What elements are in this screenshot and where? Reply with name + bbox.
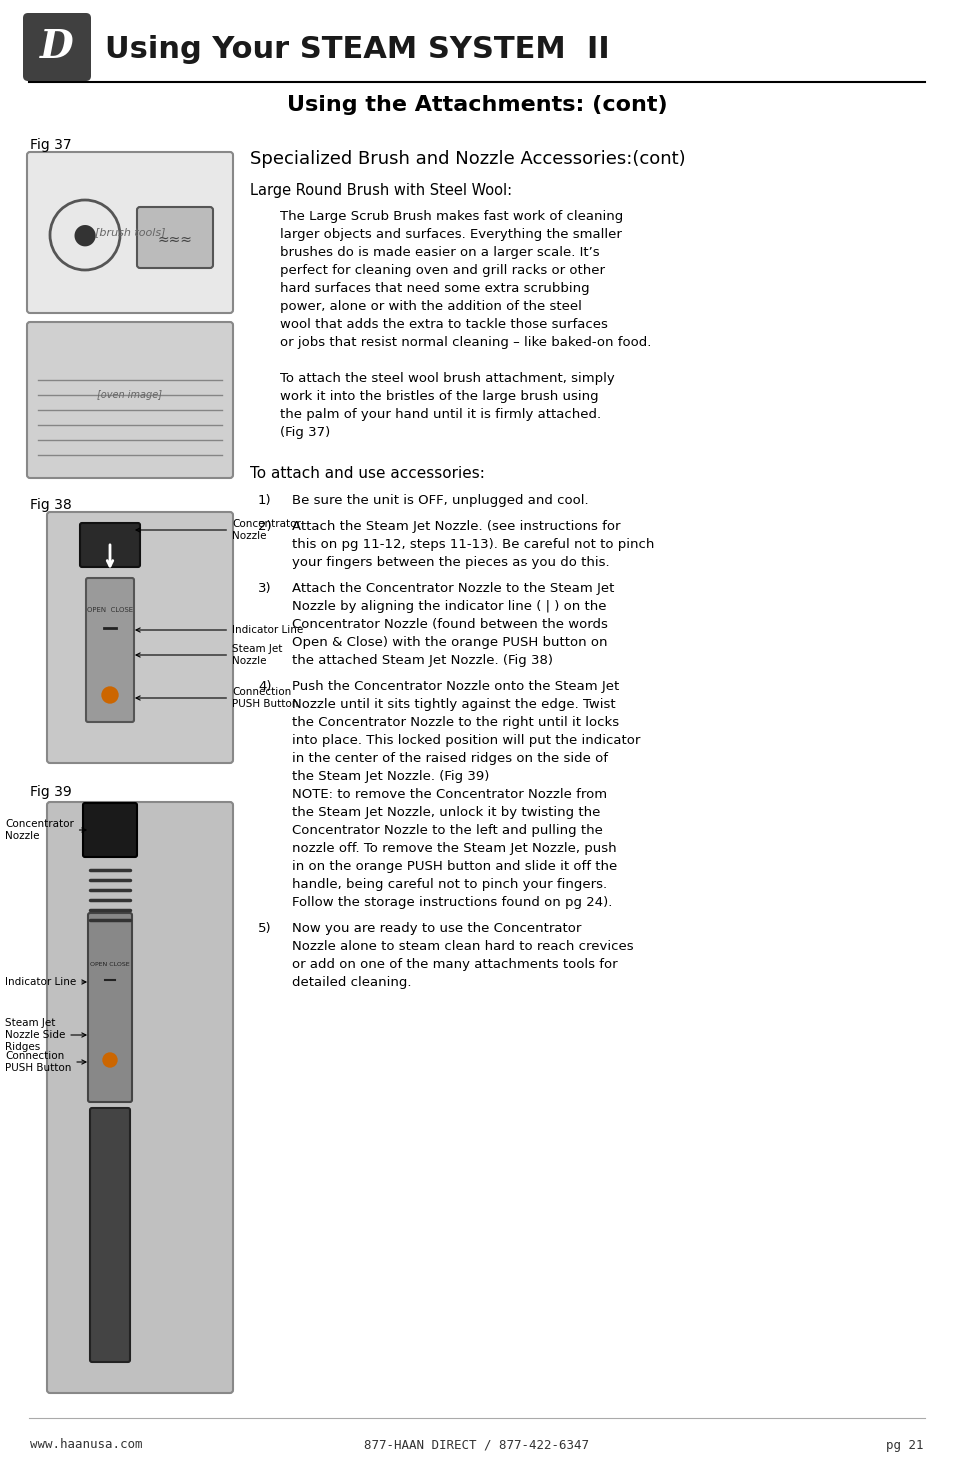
FancyBboxPatch shape [27,152,233,313]
Text: Concentrator Nozzle (found between the words: Concentrator Nozzle (found between the w… [292,618,607,631]
Text: Using the Attachments: (cont): Using the Attachments: (cont) [287,94,666,115]
Text: Follow the storage instructions found on pg 24).: Follow the storage instructions found on… [292,895,612,909]
Text: Nozzle until it sits tightly against the edge. Twist: Nozzle until it sits tightly against the… [292,698,615,711]
Text: The Large Scrub Brush makes fast work of cleaning: The Large Scrub Brush makes fast work of… [280,209,622,223]
Text: nozzle off. To remove the Steam Jet Nozzle, push: nozzle off. To remove the Steam Jet Nozz… [292,842,616,855]
Circle shape [103,1053,117,1066]
Text: Concentrator Nozzle to the left and pulling the: Concentrator Nozzle to the left and pull… [292,825,602,836]
Text: the Concentrator Nozzle to the right until it locks: the Concentrator Nozzle to the right unt… [292,715,618,729]
Text: 877-HAAN DIRECT / 877-422-6347: 877-HAAN DIRECT / 877-422-6347 [364,1438,589,1451]
Text: OPEN  CLOSE: OPEN CLOSE [87,608,132,614]
Text: Connection
PUSH Button: Connection PUSH Button [136,687,298,709]
Text: Specialized Brush and Nozzle Accessories:(cont): Specialized Brush and Nozzle Accessories… [250,150,685,168]
Text: Concentrator
Nozzle: Concentrator Nozzle [5,819,86,841]
Text: wool that adds the extra to tackle those surfaces: wool that adds the extra to tackle those… [280,319,607,330]
Text: Fig 37: Fig 37 [30,139,71,152]
FancyBboxPatch shape [27,322,233,478]
Circle shape [102,687,118,704]
Text: the Steam Jet Nozzle, unlock it by twisting the: the Steam Jet Nozzle, unlock it by twist… [292,805,599,819]
Text: 5): 5) [257,922,272,935]
Text: To attach the steel wool brush attachment, simply: To attach the steel wool brush attachmen… [280,372,614,385]
Text: perfect for cleaning oven and grill racks or other: perfect for cleaning oven and grill rack… [280,264,604,277]
Text: or jobs that resist normal cleaning – like baked-on food.: or jobs that resist normal cleaning – li… [280,336,651,350]
Text: larger objects and surfaces. Everything the smaller: larger objects and surfaces. Everything … [280,229,621,240]
Text: OPEN CLOSE: OPEN CLOSE [91,963,130,968]
Text: Push the Concentrator Nozzle onto the Steam Jet: Push the Concentrator Nozzle onto the St… [292,680,618,693]
Text: www.haanusa.com: www.haanusa.com [30,1438,142,1451]
Text: 1): 1) [257,494,272,507]
Text: To attach and use accessories:: To attach and use accessories: [250,466,484,481]
Text: the palm of your hand until it is firmly attached.: the palm of your hand until it is firmly… [280,409,600,420]
Text: Steam Jet
Nozzle: Steam Jet Nozzle [136,645,282,665]
Text: hard surfaces that need some extra scrubbing: hard surfaces that need some extra scrub… [280,282,589,295]
Text: Be sure the unit is OFF, unplugged and cool.: Be sure the unit is OFF, unplugged and c… [292,494,588,507]
Text: Open & Close) with the orange PUSH button on: Open & Close) with the orange PUSH butto… [292,636,607,649]
Text: work it into the bristles of the large brush using: work it into the bristles of the large b… [280,389,598,403]
Text: (Fig 37): (Fig 37) [280,426,330,440]
Text: Using Your STEAM SYSTEM  II: Using Your STEAM SYSTEM II [105,35,609,65]
FancyBboxPatch shape [83,802,137,857]
Text: the Steam Jet Nozzle. (Fig 39): the Steam Jet Nozzle. (Fig 39) [292,770,489,783]
Text: Fig 38: Fig 38 [30,499,71,512]
Text: handle, being careful not to pinch your fingers.: handle, being careful not to pinch your … [292,878,606,891]
Text: Indicator Line: Indicator Line [5,976,86,987]
FancyBboxPatch shape [80,524,140,566]
Text: Now you are ready to use the Concentrator: Now you are ready to use the Concentrato… [292,922,580,935]
Text: detailed cleaning.: detailed cleaning. [292,976,411,990]
Text: Fig 39: Fig 39 [30,785,71,799]
Text: the attached Steam Jet Nozzle. (Fig 38): the attached Steam Jet Nozzle. (Fig 38) [292,653,553,667]
Text: Indicator Line: Indicator Line [136,625,303,636]
Text: D: D [40,28,73,66]
Text: 2): 2) [257,521,272,532]
FancyBboxPatch shape [90,1108,130,1361]
Text: [oven image]: [oven image] [97,389,162,400]
Text: NOTE: to remove the Concentrator Nozzle from: NOTE: to remove the Concentrator Nozzle … [292,788,606,801]
Text: ≈≈≈: ≈≈≈ [157,233,193,246]
FancyBboxPatch shape [137,207,213,268]
Text: Concentrator
Nozzle: Concentrator Nozzle [136,519,300,541]
Text: Nozzle by aligning the indicator line ( | ) on the: Nozzle by aligning the indicator line ( … [292,600,606,614]
FancyBboxPatch shape [88,913,132,1102]
Text: Steam Jet
Nozzle Side
Ridges: Steam Jet Nozzle Side Ridges [5,1018,86,1052]
FancyBboxPatch shape [47,512,233,763]
Text: Attach the Concentrator Nozzle to the Steam Jet: Attach the Concentrator Nozzle to the St… [292,583,614,594]
Text: power, alone or with the addition of the steel: power, alone or with the addition of the… [280,299,581,313]
Text: in on the orange PUSH button and slide it off the: in on the orange PUSH button and slide i… [292,860,617,873]
Text: Attach the Steam Jet Nozzle. (see instructions for: Attach the Steam Jet Nozzle. (see instru… [292,521,619,532]
Text: 3): 3) [257,583,272,594]
Text: your fingers between the pieces as you do this.: your fingers between the pieces as you d… [292,556,609,569]
FancyBboxPatch shape [23,13,91,81]
Text: brushes do is made easier on a larger scale. It’s: brushes do is made easier on a larger sc… [280,246,599,260]
Text: Connection
PUSH Button: Connection PUSH Button [5,1052,86,1072]
Text: [brush tools]: [brush tools] [94,227,165,237]
Text: into place. This locked position will put the indicator: into place. This locked position will pu… [292,735,639,746]
Text: this on pg 11-12, steps 11-13). Be careful not to pinch: this on pg 11-12, steps 11-13). Be caref… [292,538,654,552]
FancyBboxPatch shape [86,578,133,721]
Text: Large Round Brush with Steel Wool:: Large Round Brush with Steel Wool: [250,183,512,198]
Text: 4): 4) [257,680,272,693]
FancyBboxPatch shape [47,802,233,1392]
Text: Nozzle alone to steam clean hard to reach crevices: Nozzle alone to steam clean hard to reac… [292,940,633,953]
Text: pg 21: pg 21 [885,1438,923,1451]
Text: in the center of the raised ridges on the side of: in the center of the raised ridges on th… [292,752,607,766]
Text: ●: ● [72,221,97,249]
Text: or add on one of the many attachments tools for: or add on one of the many attachments to… [292,957,617,971]
